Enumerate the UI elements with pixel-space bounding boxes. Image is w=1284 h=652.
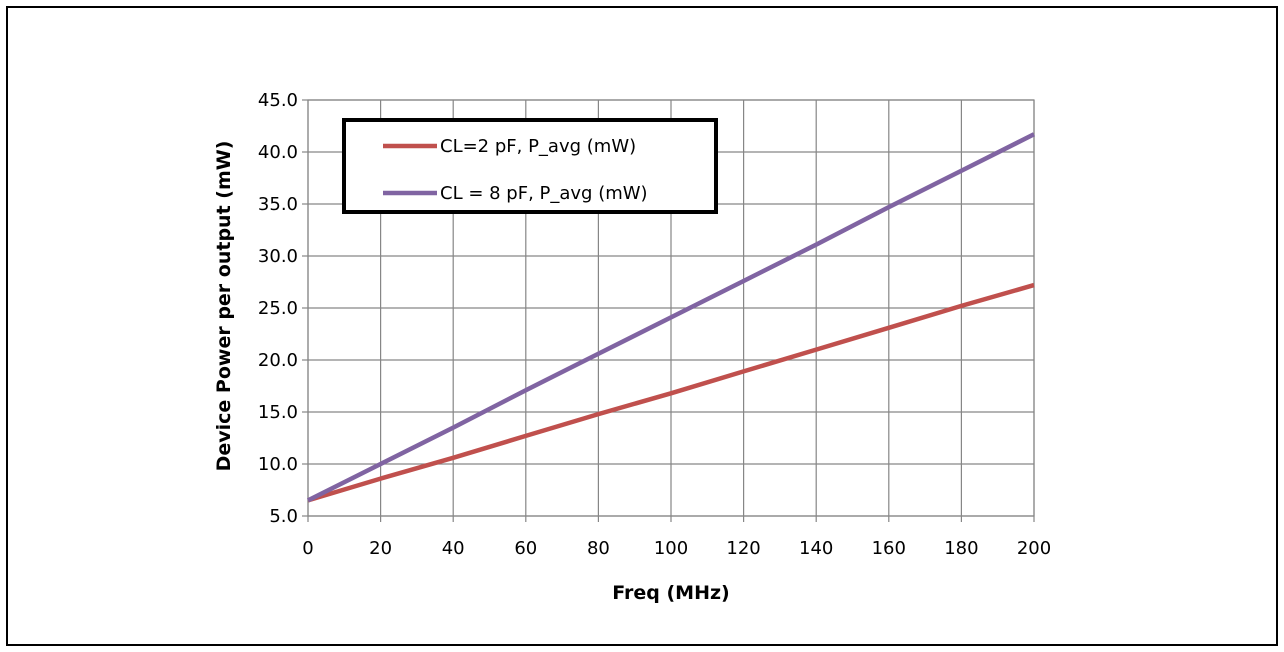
x-tick-label: 140	[799, 538, 833, 559]
x-tick-label: 20	[369, 538, 392, 559]
y-tick-label: 5.0	[269, 506, 298, 527]
y-tick-label: 10.0	[258, 454, 298, 475]
x-axis-title: Freq (MHz)	[612, 582, 729, 604]
x-tick-label: 0	[302, 538, 313, 559]
series-line-2	[306, 132, 1036, 503]
y-tick-label: 15.0	[258, 402, 298, 423]
x-axis-ticks: 0 20 40 60 80 100 120 140 160 180 200	[302, 516, 1051, 559]
y-tick-label: 20.0	[258, 350, 298, 371]
x-tick-label: 200	[1017, 538, 1051, 559]
y-tick-label: 45.0	[258, 90, 298, 111]
legend: CL=2 pF, P_avg (mW) CL = 8 pF, P_avg (mW)	[342, 118, 718, 214]
y-tick-label: 25.0	[258, 298, 298, 319]
legend-box	[342, 118, 718, 214]
chart-frame	[6, 6, 1278, 646]
legend-label-2: CL = 8 pF, P_avg (mW)	[440, 183, 648, 204]
y-tick-label: 40.0	[258, 142, 298, 163]
x-tick-label: 180	[944, 538, 978, 559]
x-tick-label: 120	[726, 538, 760, 559]
y-axis-ticks: 5.0 10.0 15.0 20.0 25.0 30.0 35.0 40.0 45.0	[258, 90, 308, 527]
series-lines	[306, 132, 1036, 503]
x-tick-label: 40	[442, 538, 465, 559]
y-axis-title: Device Power per output (mW)	[213, 141, 235, 472]
x-tick-label: 160	[872, 538, 906, 559]
x-tick-label: 100	[654, 538, 688, 559]
x-tick-label: 60	[514, 538, 537, 559]
y-tick-label: 35.0	[258, 194, 298, 215]
legend-label-1: CL=2 pF, P_avg (mW)	[440, 136, 636, 157]
y-tick-label: 30.0	[258, 246, 298, 267]
x-tick-label: 80	[587, 538, 610, 559]
series-line-1	[307, 282, 1035, 503]
